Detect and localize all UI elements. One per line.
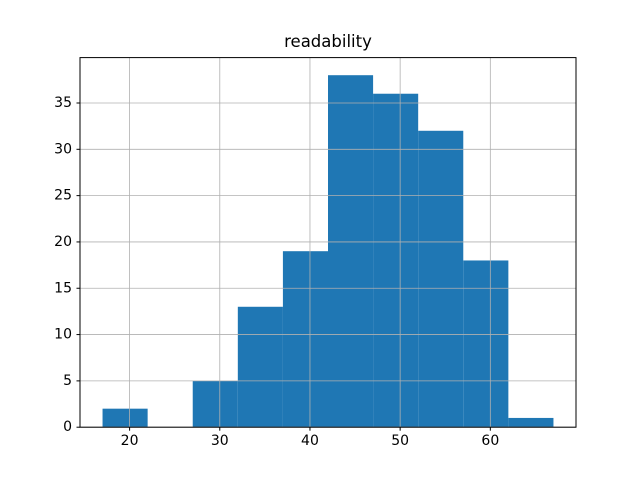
y-tick-label: 30: [54, 141, 72, 157]
y-tick-label: 25: [54, 188, 72, 204]
histogram-bar: [373, 93, 419, 428]
histogram-bar: [328, 75, 374, 428]
x-tick-label: 40: [301, 433, 319, 449]
histogram-bar: [192, 380, 238, 428]
x-tick-label: 50: [391, 433, 409, 449]
histogram-bar: [237, 306, 283, 428]
histogram-bar: [418, 130, 464, 428]
y-tick-label: 20: [54, 234, 72, 250]
x-tick-label: 30: [211, 433, 229, 449]
histogram-bar: [102, 408, 148, 428]
y-tick-label: 0: [63, 419, 72, 435]
histogram-bar: [282, 251, 328, 428]
histogram-bar: [463, 260, 509, 428]
x-tick-label: 60: [481, 433, 499, 449]
histogram-bar: [508, 417, 554, 428]
chart-title: readability: [284, 32, 372, 51]
y-tick-label: 35: [54, 95, 72, 111]
y-tick-label: 5: [63, 373, 72, 389]
x-tick-label: 20: [121, 433, 139, 449]
y-tick-label: 15: [54, 280, 72, 296]
y-tick-label: 10: [54, 327, 72, 343]
